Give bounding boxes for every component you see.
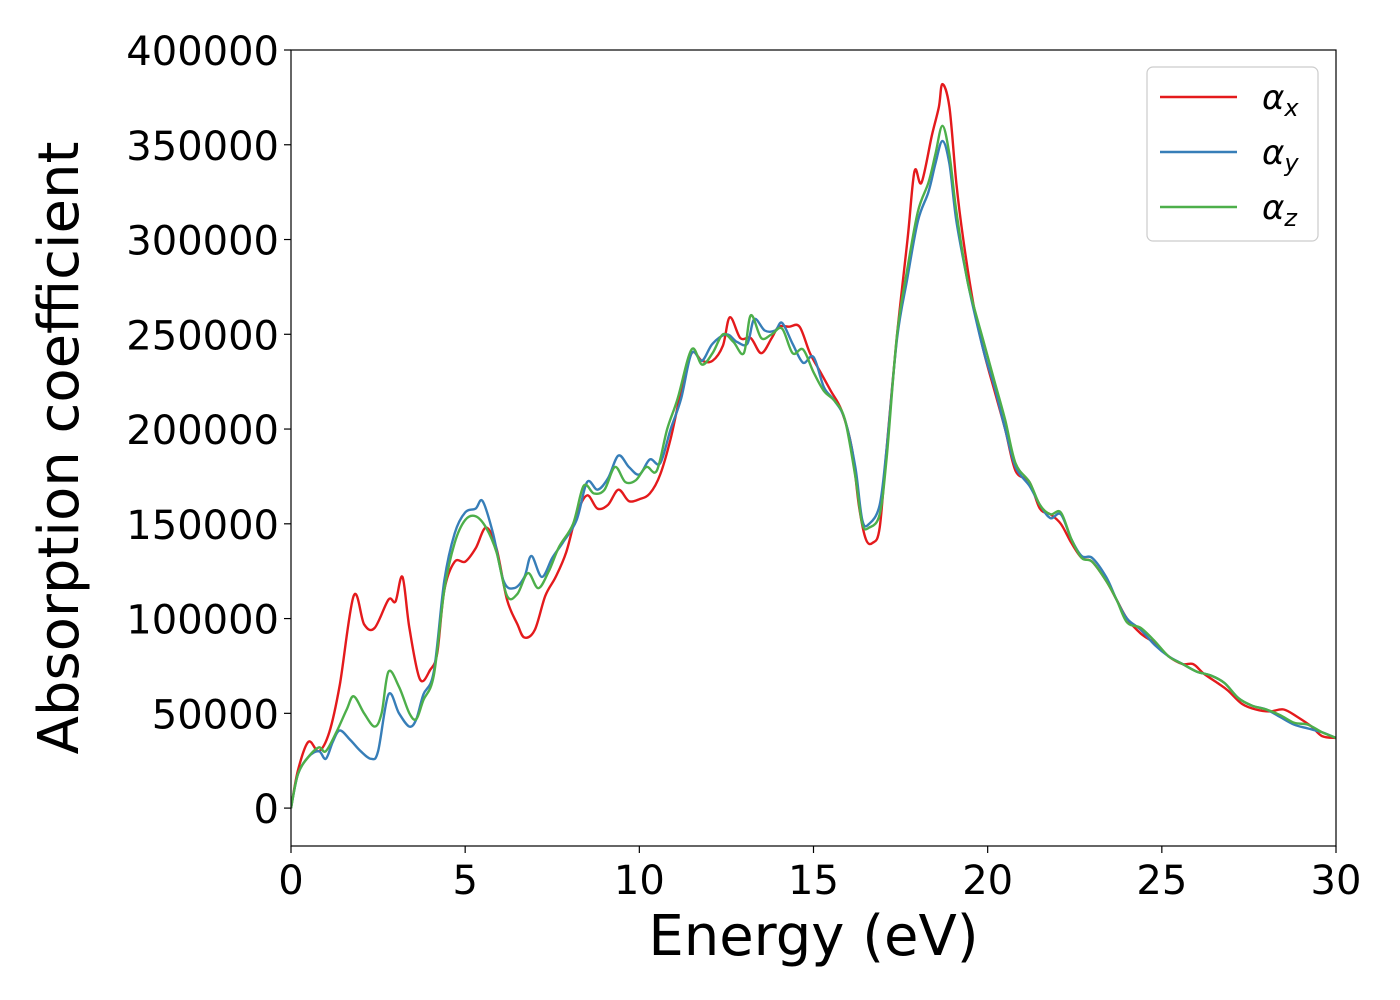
y-axis-ticks: 0 50000 100000 150000 200000 250000 300000 3500… — [126, 29, 291, 833]
x-tick-label: 0 — [278, 858, 303, 904]
x-tick-label: 30 — [1311, 858, 1362, 904]
y-tick-label: 0 — [254, 787, 279, 833]
x-axis-title: Energy (eV) — [648, 904, 978, 969]
y-tick-label: 250000 — [126, 313, 279, 359]
y-tick-label: 300000 — [126, 219, 279, 265]
x-tick-label: 15 — [788, 858, 839, 904]
x-tick-label: 20 — [962, 858, 1013, 904]
x-tick-label: 10 — [614, 858, 665, 904]
y-tick-label: 50000 — [152, 692, 279, 738]
y-axis-title: Absorption coefficient — [27, 142, 92, 755]
x-axis-ticks: 0 5 10 15 20 25 30 — [278, 846, 1361, 904]
legend: αx αy αz — [1146, 66, 1319, 242]
legend-label-z: αz — [1262, 188, 1298, 232]
x-tick-label: 5 — [452, 858, 477, 904]
legend-label-y: αy — [1262, 133, 1299, 177]
x-tick-label: 25 — [1136, 858, 1187, 904]
y-tick-label: 150000 — [126, 503, 279, 549]
series-line-z — [291, 124, 1336, 809]
y-tick-label: 100000 — [126, 598, 279, 644]
y-tick-label: 200000 — [126, 408, 279, 454]
y-tick-label: 400000 — [126, 29, 279, 75]
y-tick-label: 350000 — [126, 124, 279, 170]
series-layer — [291, 82, 1336, 809]
legend-label-x: αx — [1262, 78, 1299, 122]
legend-box — [1146, 66, 1319, 242]
